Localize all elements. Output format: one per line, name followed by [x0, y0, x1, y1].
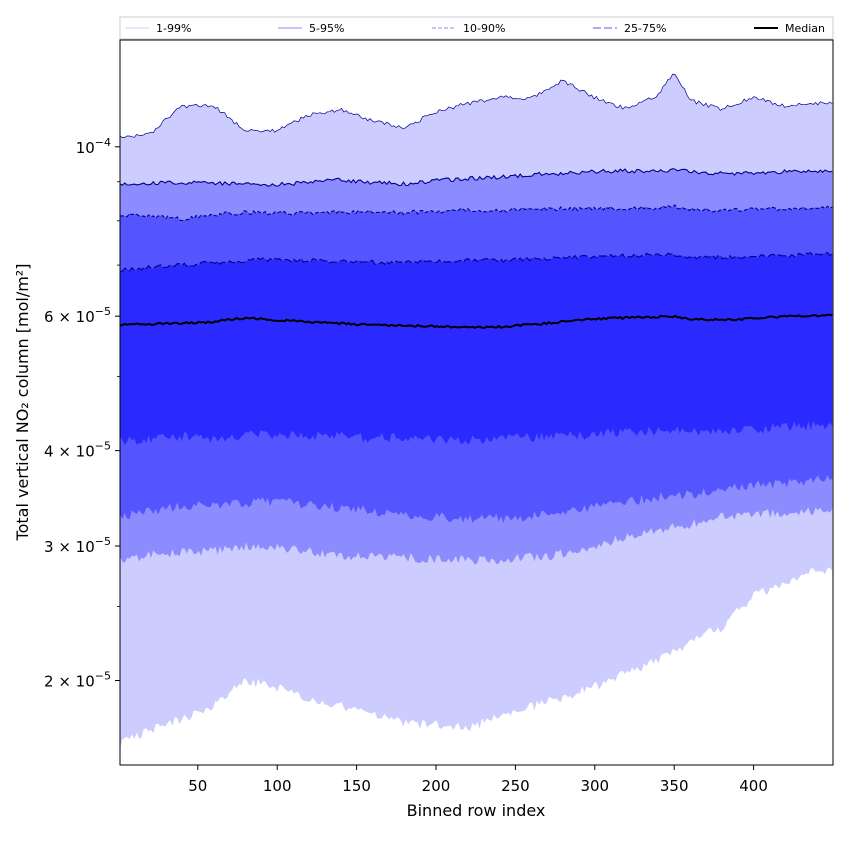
y-axis: 10−4 6 × 10−5 4 × 10−5 3 × 10−5 2 × 10−5: [44, 136, 120, 690]
x-axis: 50 100 150 200 250 300 350 400: [188, 765, 768, 795]
band-area-25-75%: [120, 252, 833, 446]
legend-label-25-75%: 25-75%: [624, 22, 666, 35]
band-upper-line-10-90%: [120, 204, 833, 222]
legend: 1-99% 5-95% 10-90% 25-75% Median: [119, 16, 834, 40]
band-upper-line-1-99%: [120, 73, 833, 139]
x-tick-label-250: 250: [501, 777, 530, 795]
x-tick-label-350: 350: [660, 777, 689, 795]
x-tick-label-100: 100: [263, 777, 292, 795]
median-layer: [120, 313, 833, 329]
y-axis-title: Total vertical NO₂ column [mol/m²]: [13, 264, 32, 542]
x-tick-label-200: 200: [422, 777, 451, 795]
band-upper-line-5-95%: [120, 168, 833, 187]
legend-label-10-90%: 10-90%: [463, 22, 505, 35]
median-line: [120, 313, 833, 329]
y-tick-label-3: 3 × 10−5: [44, 535, 111, 556]
legend-label-5-95%: 5-95%: [309, 22, 344, 35]
y-tick-label-0: 10−4: [76, 136, 111, 157]
x-axis-title: Binned row index: [407, 801, 546, 820]
x-tick-label-300: 300: [580, 777, 609, 795]
x-tick-label-150: 150: [342, 777, 371, 795]
plot-frame: [119, 39, 834, 766]
x-tick-label-400: 400: [739, 777, 768, 795]
legend-label-Median: Median: [785, 22, 825, 35]
y-tick-label-2: 4 × 10−5: [44, 440, 111, 461]
band-areas: [120, 73, 833, 749]
band-upper-line-25-75%: [120, 251, 833, 272]
legend-label-1-99%: 1-99%: [156, 22, 191, 35]
y-tick-label-4: 2 × 10−5: [44, 669, 111, 690]
legend-box: [119, 16, 834, 40]
y-tick-label-1: 6 × 10−5: [44, 305, 111, 326]
x-tick-label-50: 50: [188, 777, 207, 795]
